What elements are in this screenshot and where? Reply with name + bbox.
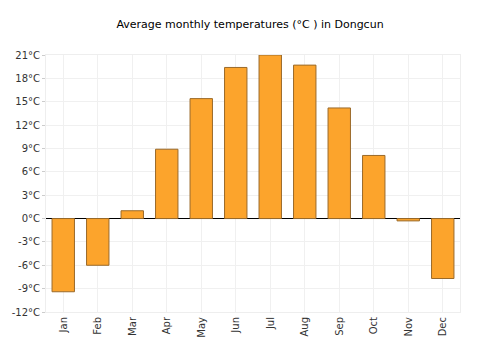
svg-text:6°C: 6°C bbox=[22, 166, 40, 177]
svg-text:-6°C: -6°C bbox=[18, 260, 40, 271]
svg-text:Jan: Jan bbox=[58, 317, 69, 333]
svg-text:3°C: 3°C bbox=[22, 190, 40, 201]
svg-text:May: May bbox=[196, 317, 207, 338]
svg-text:Aug: Aug bbox=[299, 317, 310, 337]
svg-text:-3°C: -3°C bbox=[18, 236, 40, 247]
svg-text:9°C: 9°C bbox=[22, 143, 40, 154]
svg-text:Jun: Jun bbox=[230, 317, 241, 334]
svg-text:Nov: Nov bbox=[403, 317, 414, 337]
svg-text:-9°C: -9°C bbox=[18, 283, 40, 294]
svg-text:21°C: 21°C bbox=[15, 50, 40, 61]
svg-text:18°C: 18°C bbox=[15, 73, 40, 84]
svg-text:Sep: Sep bbox=[334, 317, 345, 336]
svg-text:-12°C: -12°C bbox=[12, 307, 40, 318]
svg-text:Oct: Oct bbox=[368, 317, 379, 334]
svg-text:Average monthly temperatures (: Average monthly temperatures (°C ) in Do… bbox=[116, 18, 383, 31]
svg-text:Jul: Jul bbox=[265, 317, 276, 330]
svg-text:0°C: 0°C bbox=[22, 213, 40, 224]
svg-text:Feb: Feb bbox=[92, 317, 103, 335]
svg-text:Mar: Mar bbox=[127, 316, 138, 336]
svg-text:Apr: Apr bbox=[161, 316, 172, 334]
svg-text:Dec: Dec bbox=[437, 317, 448, 336]
svg-text:15°C: 15°C bbox=[15, 96, 40, 107]
svg-text:12°C: 12°C bbox=[15, 120, 40, 131]
